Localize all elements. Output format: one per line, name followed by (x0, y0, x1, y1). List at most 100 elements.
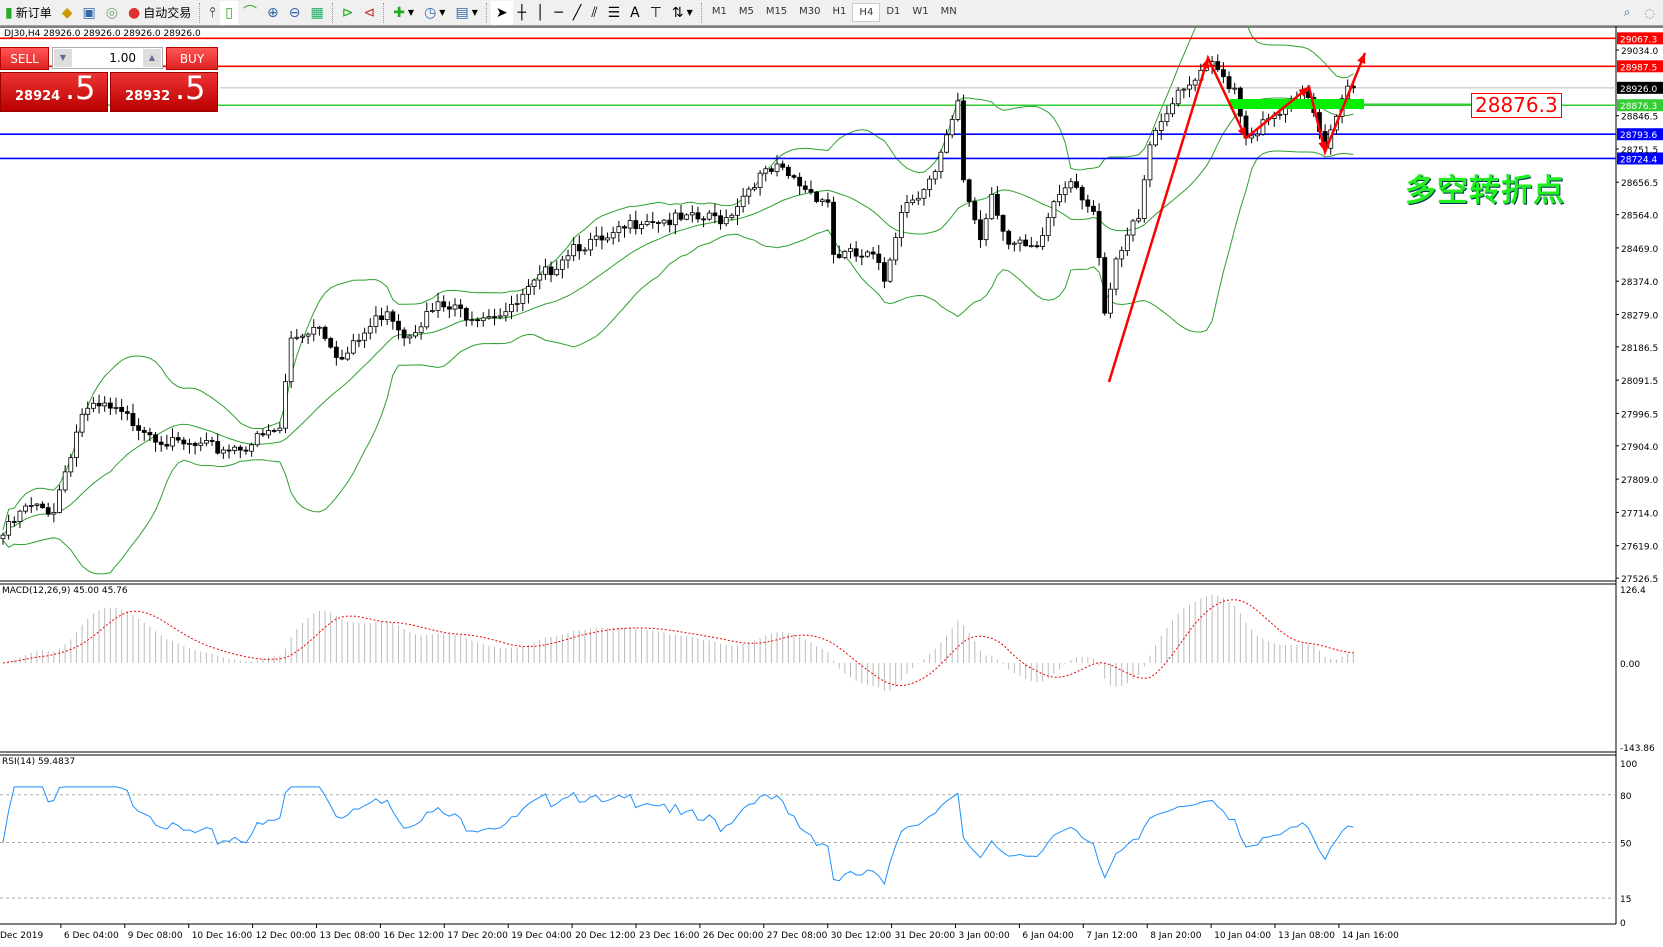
timeframe-m1[interactable]: M1 (711, 6, 727, 17)
candle (701, 216, 706, 228)
candle (1017, 236, 1023, 252)
lot-increase-button[interactable]: ▲ (143, 49, 161, 67)
candle (1158, 113, 1164, 140)
auto-scroll-button[interactable]: ⊳ (337, 1, 359, 25)
candle (1006, 229, 1012, 250)
candle (311, 319, 317, 342)
indicators-button[interactable]: ✚ ▼ (388, 1, 419, 25)
candle-body (446, 306, 452, 310)
search-icon[interactable]: ⌕ (1623, 5, 1631, 19)
chart-area[interactable]: 29067.3 28987.5 28926.0 28876.3 28793.6 28724… (0, 26, 1663, 947)
candle (113, 397, 119, 415)
line-chart-button[interactable]: ⌒ (238, 1, 262, 25)
candle-body (288, 337, 294, 383)
sell-button[interactable]: SELL (0, 47, 49, 70)
signals-button[interactable]: ◎ (101, 1, 123, 25)
candle (492, 308, 497, 326)
line-chart-icon: ⌒ (243, 4, 258, 21)
buy-price-button[interactable]: 28932.5 (110, 69, 218, 112)
sell-price-button[interactable]: 28924.5 (0, 69, 108, 112)
templates-button[interactable]: ▤ ▼ (450, 1, 482, 25)
metaeditor-button[interactable]: ◆ (57, 1, 78, 25)
text-label-button[interactable]: ⊤ (645, 1, 667, 25)
candle-body (11, 521, 17, 523)
candle (565, 249, 571, 269)
candle (695, 206, 701, 223)
auto-trading-button[interactable]: ● 自动交易 (127, 4, 192, 21)
candle-body (362, 332, 368, 341)
buy-button[interactable]: BUY (166, 47, 218, 70)
candle-body (746, 188, 752, 197)
candle (249, 442, 255, 457)
lot-decrease-button[interactable]: ▼ (54, 49, 72, 67)
candle (429, 303, 435, 313)
candle-body (1108, 288, 1113, 314)
candle-body (34, 503, 40, 506)
candle (689, 205, 695, 223)
candle (1153, 127, 1158, 147)
chat-icon[interactable]: ◌ (1644, 5, 1655, 20)
candle-body (254, 433, 260, 446)
candle-body (735, 206, 740, 216)
timeframe-h4[interactable]: H4 (852, 3, 881, 22)
candle (23, 503, 29, 514)
candle-body (887, 259, 893, 282)
candle-body (1232, 87, 1238, 90)
bar-chart-button[interactable]: ⫯ (204, 1, 220, 25)
candle (153, 431, 158, 452)
candle-body (170, 437, 175, 447)
candle-body (825, 199, 831, 203)
time-axis-label: 13 Dec 08:00 (320, 931, 381, 941)
cursor-button[interactable]: ➤ (490, 0, 513, 25)
arrows-button[interactable]: ⇅ ▼ (667, 1, 698, 25)
candle (68, 453, 74, 477)
candle (684, 213, 690, 221)
clock-icon: ◷ (424, 4, 437, 21)
timeframe-m5[interactable]: M5 (738, 6, 754, 17)
timeframe-d1[interactable]: D1 (886, 6, 901, 17)
candle (1040, 227, 1045, 250)
candle (362, 327, 368, 348)
zoom-out-icon: ⊖ (288, 4, 301, 21)
navigator-button[interactable]: ▣ (78, 1, 101, 25)
crosshair-button[interactable]: ┼ (513, 1, 531, 25)
time-axis-label: 14 Jan 16:00 (1342, 931, 1399, 941)
new-order-button[interactable]: ▮ 新订单 (5, 4, 52, 21)
candle (1119, 246, 1125, 268)
chart-shift-button[interactable]: ⊲ (358, 1, 380, 25)
trendline-button[interactable]: ╱ (568, 1, 586, 25)
fibonacci-button[interactable]: ☰ (603, 1, 626, 25)
price-axis-label: 28091.5 (1621, 377, 1658, 387)
time-axis-label: 20 Dec 12:00 (575, 931, 636, 941)
candle-body (678, 212, 684, 220)
price-annotation-label[interactable]: 28876.3 (1471, 93, 1562, 118)
add-indicator-icon: ✚ (393, 4, 405, 21)
candle (718, 209, 723, 230)
bollinger-middle-band (2, 97, 1354, 536)
timeframe-m30[interactable]: M30 (799, 6, 821, 17)
vertical-line-button[interactable]: │ (531, 1, 549, 25)
candle-body (927, 178, 932, 190)
equidistant-channel-button[interactable]: ⫽ (586, 1, 602, 25)
zoom-out-button[interactable]: ⊖ (284, 1, 306, 25)
toolbar-divider (331, 2, 334, 23)
candle-body (904, 202, 910, 213)
text-button[interactable]: A (625, 1, 645, 25)
lot-size-input[interactable]: ▼ 1.00 ▲ (52, 47, 163, 69)
horizontal-line-button[interactable]: ─ (549, 1, 567, 25)
timeframe-h1[interactable]: H1 (832, 6, 847, 17)
candle-chart-button[interactable]: ▯ (220, 0, 239, 25)
candle-body (582, 249, 588, 252)
candle (220, 446, 226, 459)
periods-button[interactable]: ◷ ▼ (419, 1, 450, 25)
zoom-in-button[interactable]: ⊕ (262, 1, 284, 25)
turning-point-annotation[interactable]: 多空转折点 (1405, 173, 1565, 209)
candle-body (226, 449, 232, 452)
timeframe-m15[interactable]: M15 (765, 6, 788, 17)
candle (288, 331, 294, 388)
candle-body (435, 301, 441, 311)
candle (1164, 105, 1170, 127)
timeframe-mn[interactable]: MN (940, 6, 957, 17)
tile-windows-button[interactable]: ▦ (305, 1, 328, 25)
timeframe-w1[interactable]: W1 (912, 6, 929, 17)
